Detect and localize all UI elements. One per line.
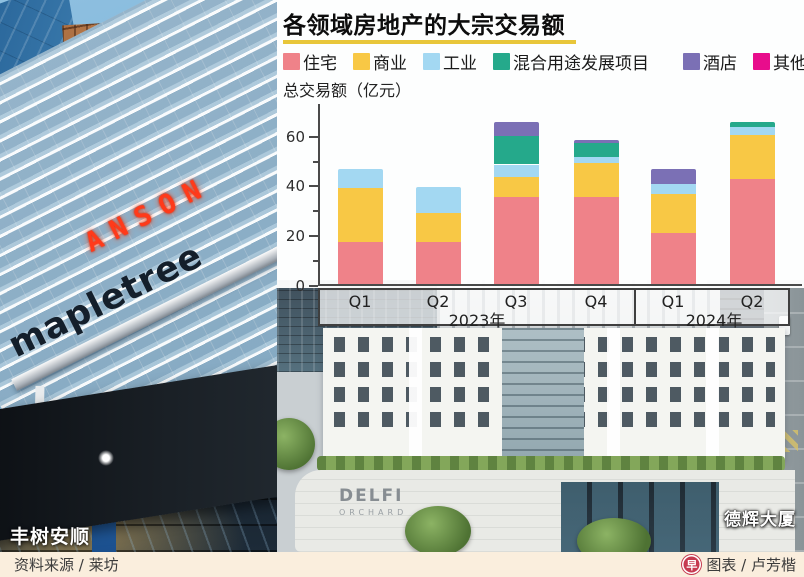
stacked-bar-2023年-Q4 <box>573 139 619 284</box>
credit-group: 早 图表 / 卢芳楷 <box>682 554 796 575</box>
legend-item-住宅: 住宅 <box>283 49 337 74</box>
x-tick-label-Q3: Q3 <box>504 292 528 311</box>
legend-label: 其他 <box>773 54 804 74</box>
bar-segment-住宅 <box>729 179 775 284</box>
y-tick-minor <box>313 160 318 163</box>
legend-swatch <box>753 53 770 70</box>
year-divider-line <box>634 290 636 324</box>
photo-caption-delfi: 德辉大厦 <box>724 510 796 530</box>
delfi-recessed-section <box>502 328 584 462</box>
bar-segment-混合用途发展项目 <box>729 122 775 128</box>
chart-legend: 住宅 商业 工业 混合用途发展项目 酒店 其他 <box>283 49 804 74</box>
photo-caption-mapletree: 丰树安顺 <box>10 526 91 548</box>
credit-text: 图表 / 卢芳楷 <box>706 556 796 574</box>
bar-segment-工业 <box>493 164 539 177</box>
y-tick-major <box>309 285 318 287</box>
page-title: 各领域房地产的大宗交易额 <box>283 13 565 39</box>
legend-label: 混合用途发展项目 <box>513 54 649 74</box>
y-tick-major <box>309 235 318 238</box>
y-tick-label: 60 <box>285 127 305 146</box>
bar-segment-混合用途发展项目 <box>573 143 619 158</box>
y-tick-label: 40 <box>285 177 305 196</box>
bar-segment-商业 <box>573 163 619 197</box>
y-tick-label: 0 <box>295 277 305 295</box>
y-tick-minor <box>313 260 318 263</box>
legend-item-其他: 其他 <box>753 49 804 74</box>
canopy-downlight <box>98 450 114 466</box>
y-axis-unit-label: 总交易额（亿元） <box>283 81 412 100</box>
bar-segment-商业 <box>493 176 539 197</box>
x-tick-label-Q1: Q1 <box>348 292 372 311</box>
bar-segment-工业 <box>337 169 383 189</box>
tree-graphic <box>277 418 315 470</box>
bar-segment-商业 <box>729 134 775 180</box>
legend-label: 住宅 <box>303 54 337 74</box>
stacked-bar-2024年-Q2 <box>729 122 775 284</box>
y-tick-minor <box>313 210 318 213</box>
x-tick-label-Q1: Q1 <box>661 292 685 311</box>
bar-segment-酒店 <box>573 139 619 144</box>
legend-item-混合用途发展项目: 混合用途发展项目 <box>493 49 649 74</box>
zaobao-logo: 早 <box>682 555 702 574</box>
delfi-sign-line1: DELFI <box>339 486 404 506</box>
bar-segment-商业 <box>337 188 383 242</box>
tree-graphic <box>405 506 471 552</box>
bar-segment-工业 <box>650 184 696 195</box>
legend-swatch <box>493 53 510 70</box>
stacked-bar-2023年-Q3 <box>493 122 539 284</box>
bar-segment-酒店 <box>650 169 696 185</box>
photo-mapletree-anson: ANSON mapletree 丰树安顺 <box>0 0 277 552</box>
bar-segment-住宅 <box>337 241 383 284</box>
x-group-label-2024年: 2024年 <box>685 311 743 330</box>
bar-segment-酒店 <box>493 122 539 136</box>
zaobao-logo-char: 早 <box>686 558 698 572</box>
legend-item-工业: 工业 <box>423 49 477 74</box>
x-axis-strip: Q1 Q2 Q3 Q4 Q1 Q2 2023年 2024年 <box>318 288 790 330</box>
chart-panel: 各领域房地产的大宗交易额 住宅 商业 工业 混合用途发展项目 酒店 其他 总交易额（亿元）… <box>277 0 804 295</box>
y-tick-major <box>309 185 318 188</box>
legend-label: 工业 <box>443 54 477 74</box>
bar-segment-住宅 <box>493 196 539 284</box>
legend-swatch <box>683 53 700 70</box>
x-tick-label-Q2: Q2 <box>426 292 450 311</box>
stacked-bar-2023年-Q1 <box>337 169 383 284</box>
legend-swatch <box>283 53 300 70</box>
x-group-label-2023年: 2023年 <box>448 311 506 330</box>
bar-segment-商业 <box>650 194 696 233</box>
y-tick-major <box>309 135 318 138</box>
x-tick-label-Q4: Q4 <box>584 292 608 311</box>
x-tick-label-Q2: Q2 <box>740 292 764 311</box>
bar-segment-商业 <box>415 213 461 242</box>
legend-item-商业: 商业 <box>353 49 407 74</box>
tree-graphic <box>577 518 651 552</box>
chart-plot-area: 0 20 40 60 <box>286 104 802 295</box>
legend-swatch <box>423 53 440 70</box>
stacked-bar-2024年-Q1 <box>650 169 696 284</box>
delfi-sign-line2: ORCHARD <box>339 508 408 517</box>
bar-segment-混合用途发展项目 <box>493 135 539 165</box>
title-underline <box>283 40 576 44</box>
legend-item-酒店: 酒店 <box>683 49 737 74</box>
source-text: 资料来源 / 莱坊 <box>14 556 119 574</box>
legend-swatch <box>353 53 370 70</box>
delfi-building-sign: DELFI ORCHARD <box>339 488 407 517</box>
bar-segment-住宅 <box>650 232 696 284</box>
legend-label: 酒店 <box>703 54 737 74</box>
bar-segment-工业 <box>573 157 619 164</box>
bar-segment-住宅 <box>415 241 461 284</box>
legend-label: 商业 <box>373 54 407 74</box>
roof-hedge-graphic <box>317 456 785 471</box>
bar-segment-住宅 <box>573 196 619 284</box>
bar-segment-工业 <box>729 127 775 135</box>
stacked-bar-2023年-Q2 <box>415 186 461 284</box>
y-tick-label: 20 <box>285 227 305 246</box>
bar-segment-工业 <box>415 186 461 214</box>
footer-bar: 资料来源 / 莱坊 早 图表 / 卢芳楷 <box>0 552 804 577</box>
